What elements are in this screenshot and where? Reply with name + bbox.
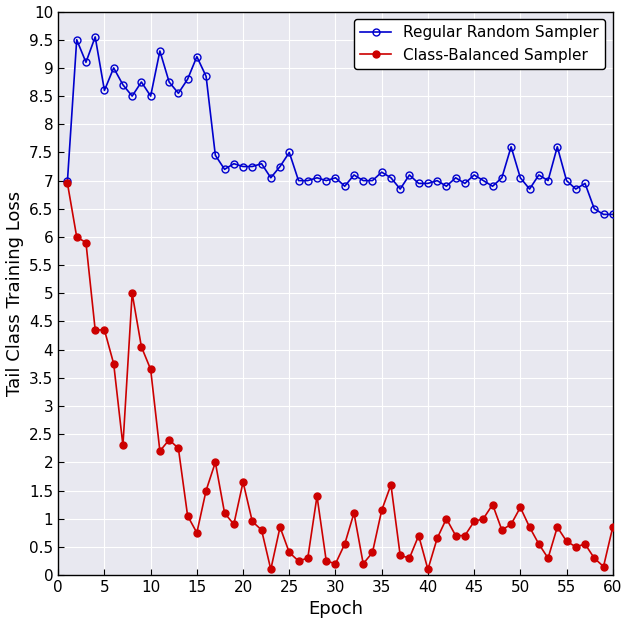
Class-Balanced Sampler	[415, 532, 423, 539]
Class-Balanced Sampler	[239, 479, 247, 486]
Regular Random Sampler	[92, 33, 99, 41]
Class-Balanced Sampler	[202, 487, 210, 494]
Class-Balanced Sampler	[156, 447, 164, 455]
Class-Balanced Sampler	[267, 565, 274, 573]
Regular Random Sampler	[165, 78, 173, 85]
Regular Random Sampler	[230, 160, 237, 167]
Regular Random Sampler	[212, 152, 219, 159]
Class-Balanced Sampler	[609, 524, 617, 531]
Regular Random Sampler	[63, 177, 71, 184]
Line: Regular Random Sampler: Regular Random Sampler	[64, 34, 616, 218]
Class-Balanced Sampler	[63, 180, 71, 187]
Regular Random Sampler	[415, 180, 423, 187]
Regular Random Sampler	[257, 160, 265, 167]
Line: Class-Balanced Sampler: Class-Balanced Sampler	[64, 180, 616, 573]
Regular Random Sampler	[600, 211, 607, 218]
X-axis label: Epoch: Epoch	[308, 600, 363, 618]
Class-Balanced Sampler	[221, 509, 229, 517]
Regular Random Sampler	[609, 211, 617, 218]
Y-axis label: Tail Class Training Loss: Tail Class Training Loss	[6, 191, 24, 396]
Class-Balanced Sampler	[249, 518, 256, 525]
Regular Random Sampler	[249, 163, 256, 170]
Legend: Regular Random Sampler, Class-Balanced Sampler: Regular Random Sampler, Class-Balanced S…	[354, 19, 605, 69]
